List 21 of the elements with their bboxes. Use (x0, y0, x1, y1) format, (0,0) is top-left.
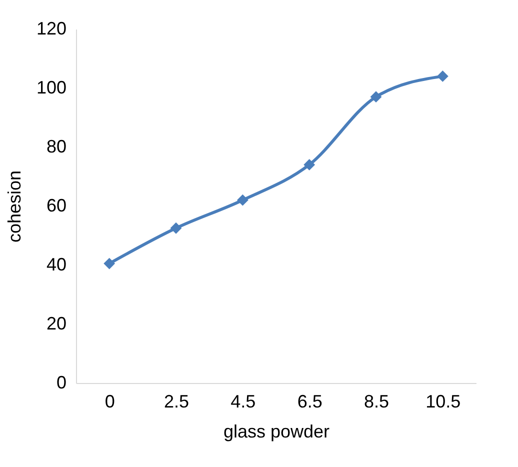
x-tick-label: 4.5 (230, 392, 256, 412)
x-tick-label: 6.5 (297, 392, 322, 412)
x-tick-label: 2.5 (164, 392, 190, 412)
x-tick-label: 0 (104, 392, 115, 412)
y-tick-label: 100 (36, 78, 66, 98)
y-tick-label: 40 (46, 254, 66, 274)
x-axis-title: glass powder (223, 422, 330, 442)
x-tick-label: 10.5 (426, 392, 461, 412)
y-tick-label: 0 (56, 372, 66, 392)
point (436, 70, 448, 82)
y-tick-label: 120 (36, 18, 66, 38)
y-axis-title: cohesion (4, 170, 24, 243)
point (170, 222, 182, 234)
point (236, 194, 248, 206)
y-tick-label: 60 (46, 196, 66, 216)
point (104, 258, 116, 270)
point (370, 91, 382, 103)
y-tick-label: 20 (46, 314, 66, 334)
y-tick-label: 80 (46, 136, 66, 156)
x-tick-label: 8.5 (364, 392, 390, 412)
point (304, 159, 316, 170)
